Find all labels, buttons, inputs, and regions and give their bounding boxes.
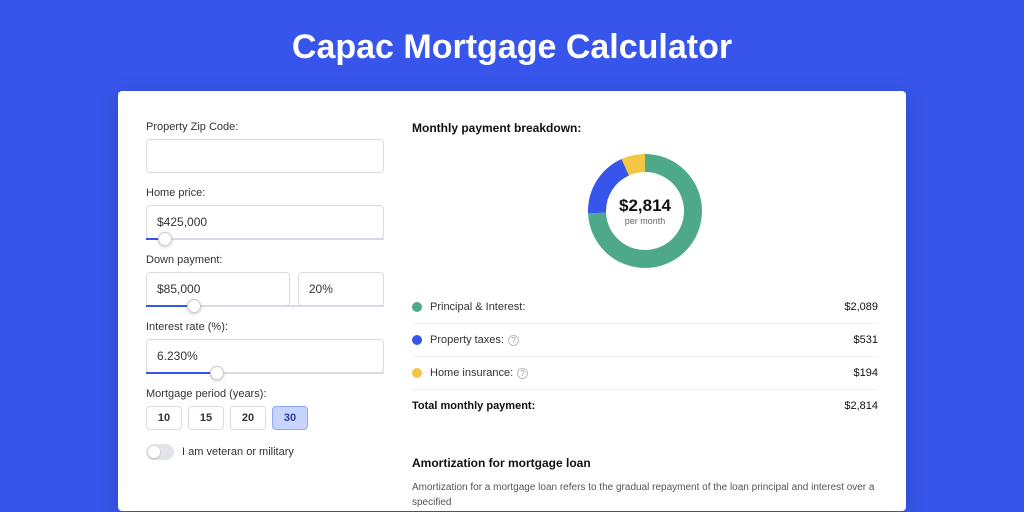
total-row: Total monthly payment: $2,814: [412, 389, 878, 422]
down-payment-pct-input[interactable]: [298, 272, 384, 306]
field-interest-rate: Interest rate (%):: [146, 321, 384, 374]
mortgage-period-label: Mortgage period (years):: [146, 388, 384, 400]
form-panel: Property Zip Code: Home price: Down paym…: [146, 121, 384, 481]
legend-label: Property taxes:?: [430, 334, 854, 346]
slider-thumb[interactable]: [210, 366, 224, 380]
period-option-10[interactable]: 10: [146, 406, 182, 430]
slider-thumb[interactable]: [158, 232, 172, 246]
home-price-label: Home price:: [146, 187, 384, 199]
breakdown-title: Monthly payment breakdown:: [412, 121, 878, 135]
info-icon[interactable]: ?: [517, 368, 528, 379]
legend-row: Principal & Interest:$2,089: [412, 291, 878, 323]
amortization-section: Amortization for mortgage loan Amortizat…: [412, 442, 878, 510]
donut-chart-wrap: $2,814 per month: [412, 151, 878, 271]
breakdown-panel: Monthly payment breakdown: $2,814 per mo…: [412, 121, 878, 481]
veteran-row: I am veteran or military: [146, 444, 384, 460]
legend-label: Home insurance:?: [430, 367, 854, 379]
legend-value: $2,089: [844, 301, 878, 313]
field-zip: Property Zip Code:: [146, 121, 384, 173]
page-title: Capac Mortgage Calculator: [292, 28, 732, 67]
amortization-title: Amortization for mortgage loan: [412, 456, 878, 470]
home-price-input[interactable]: [146, 205, 384, 239]
legend-value: $194: [854, 367, 878, 379]
legend-row: Property taxes:?$531: [412, 323, 878, 356]
total-label: Total monthly payment:: [412, 400, 844, 412]
interest-rate-input[interactable]: [146, 339, 384, 373]
zip-label: Property Zip Code:: [146, 121, 384, 133]
legend-dot: [412, 302, 422, 312]
down-payment-slider[interactable]: [146, 305, 384, 307]
legend-row: Home insurance:?$194: [412, 356, 878, 389]
interest-rate-label: Interest rate (%):: [146, 321, 384, 333]
down-payment-label: Down payment:: [146, 254, 384, 266]
field-down-payment: Down payment:: [146, 254, 384, 307]
zip-input[interactable]: [146, 139, 384, 173]
legend-label: Principal & Interest:: [430, 301, 844, 313]
calculator-card: Property Zip Code: Home price: Down paym…: [118, 91, 906, 511]
field-mortgage-period: Mortgage period (years): 10152030: [146, 388, 384, 430]
amortization-text: Amortization for a mortgage loan refers …: [412, 480, 878, 510]
down-payment-input[interactable]: [146, 272, 290, 306]
legend-value: $531: [854, 334, 878, 346]
home-price-slider[interactable]: [146, 238, 384, 240]
period-option-20[interactable]: 20: [230, 406, 266, 430]
info-icon[interactable]: ?: [508, 335, 519, 346]
donut-center-value: $2,814: [619, 196, 671, 216]
slider-thumb[interactable]: [187, 299, 201, 313]
veteran-label: I am veteran or military: [182, 446, 294, 458]
total-value: $2,814: [844, 400, 878, 412]
legend: Principal & Interest:$2,089Property taxe…: [412, 291, 878, 389]
period-options: 10152030: [146, 406, 384, 430]
field-home-price: Home price:: [146, 187, 384, 240]
veteran-toggle[interactable]: [146, 444, 174, 460]
donut-center-sub: per month: [625, 216, 666, 226]
period-option-30[interactable]: 30: [272, 406, 308, 430]
legend-dot: [412, 368, 422, 378]
donut-chart: $2,814 per month: [585, 151, 705, 271]
legend-dot: [412, 335, 422, 345]
interest-rate-slider[interactable]: [146, 372, 384, 374]
period-option-15[interactable]: 15: [188, 406, 224, 430]
